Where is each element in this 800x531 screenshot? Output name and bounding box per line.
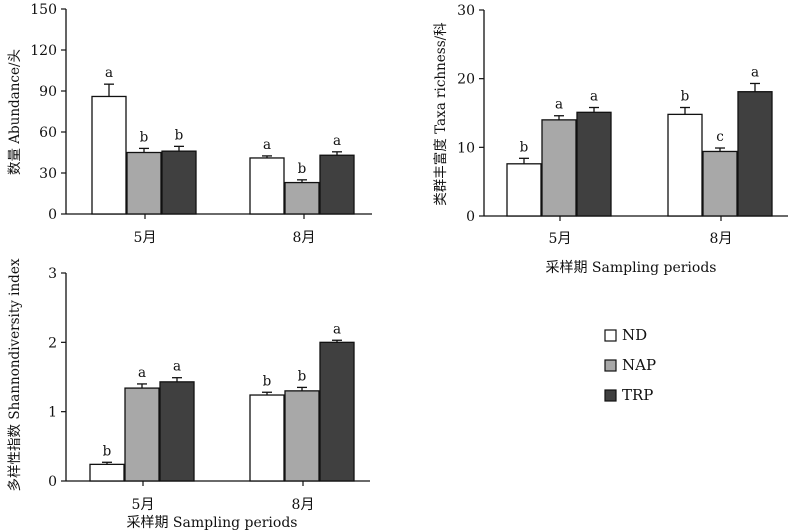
significance-letter: a — [333, 133, 341, 149]
significance-letter: b — [175, 127, 184, 143]
x-axis-title: 采样期 Sampling periods — [126, 515, 297, 531]
bar-trp — [737, 91, 773, 217]
shannon-diversity-chart: 0 1 2 3 多样性指数 Shannondiversity index 5月 b a a 8月 b… — [6, 258, 370, 531]
significance-letter: a — [263, 137, 271, 153]
bar-trp — [319, 341, 355, 482]
significance-letter: a — [333, 321, 341, 337]
legend-swatch-nap — [604, 359, 617, 372]
y-tick-label: 120 — [30, 43, 57, 59]
bar-nap — [124, 387, 160, 482]
category-label: 5月 — [132, 497, 155, 513]
legend-label-trp: TRP — [622, 386, 653, 404]
category-label: 5月 — [549, 231, 572, 247]
taxa-richness-chart: 0 10 20 30 类群丰富度 Taxa richness/科 5月 b a a 8月 b c a 采样… — [432, 3, 788, 276]
significance-letter: a — [590, 89, 598, 105]
bar-trp — [319, 154, 355, 215]
y-tick-label: 20 — [457, 72, 475, 88]
bar-nap — [702, 150, 738, 217]
y-tick-label: 1 — [48, 405, 57, 421]
bar-nd — [91, 95, 127, 215]
x-axis-title: 采样期 Sampling periods — [545, 260, 716, 276]
bar-nd — [249, 157, 285, 215]
legend-swatch-trp — [604, 389, 617, 402]
y-tick-label: 3 — [48, 266, 57, 282]
y-tick-label: 30 — [457, 3, 475, 19]
legend-swatch-nd — [604, 329, 617, 342]
bar-trp — [161, 150, 197, 215]
significance-letter: b — [103, 443, 112, 459]
bar-nd — [249, 394, 285, 482]
significance-letter: b — [263, 373, 272, 389]
significance-letter: b — [681, 89, 690, 105]
y-tick-label: 0 — [48, 474, 57, 490]
significance-letter: a — [555, 97, 563, 113]
y-tick-label: 2 — [48, 335, 57, 351]
category-label: 8月 — [710, 231, 733, 247]
y-tick-label: 90 — [39, 84, 57, 100]
significance-letter: c — [716, 129, 724, 145]
y-tick-label: 60 — [39, 125, 57, 141]
y-tick-label: 0 — [48, 207, 57, 223]
bar-nap — [541, 119, 577, 217]
bar-trp — [159, 381, 195, 482]
significance-letter: b — [298, 161, 307, 177]
y-tick-label: 30 — [39, 166, 57, 182]
significance-letter: a — [105, 65, 113, 81]
bar-nd — [89, 463, 125, 482]
significance-letter: b — [298, 368, 307, 384]
legend-label-nd: ND — [622, 326, 647, 344]
significance-letter: b — [140, 129, 149, 145]
y-axis-title: 多样性指数 Shannondiversity index — [6, 258, 23, 491]
bar-nap — [284, 390, 320, 482]
y-tick-label: 150 — [30, 2, 57, 18]
y-tick-label: 10 — [457, 140, 475, 156]
bar-trp — [576, 111, 612, 217]
legend-label-nap: NAP — [622, 356, 656, 374]
y-axis-title: 类群丰富度 Taxa richness/科 — [432, 22, 449, 206]
significance-letter: b — [520, 139, 529, 155]
significance-letter: a — [751, 64, 759, 80]
category-label: 8月 — [293, 230, 316, 246]
abundance-chart: 0 30 60 90 120 150 数量 Abundance/头 5月 a b b 8月 a b a — [7, 2, 372, 246]
y-axis-title: 数量 Abundance/头 — [7, 49, 23, 175]
category-label: 5月 — [134, 230, 157, 246]
bar-nap — [284, 181, 320, 215]
bar-nd — [667, 113, 703, 217]
legend: ND NAP TRP — [604, 326, 656, 404]
y-tick-label: 0 — [466, 209, 475, 225]
significance-letter: a — [173, 359, 181, 375]
category-label: 8月 — [292, 497, 315, 513]
bar-nd — [506, 163, 542, 217]
significance-letter: a — [138, 365, 146, 381]
bar-nap — [126, 151, 162, 215]
